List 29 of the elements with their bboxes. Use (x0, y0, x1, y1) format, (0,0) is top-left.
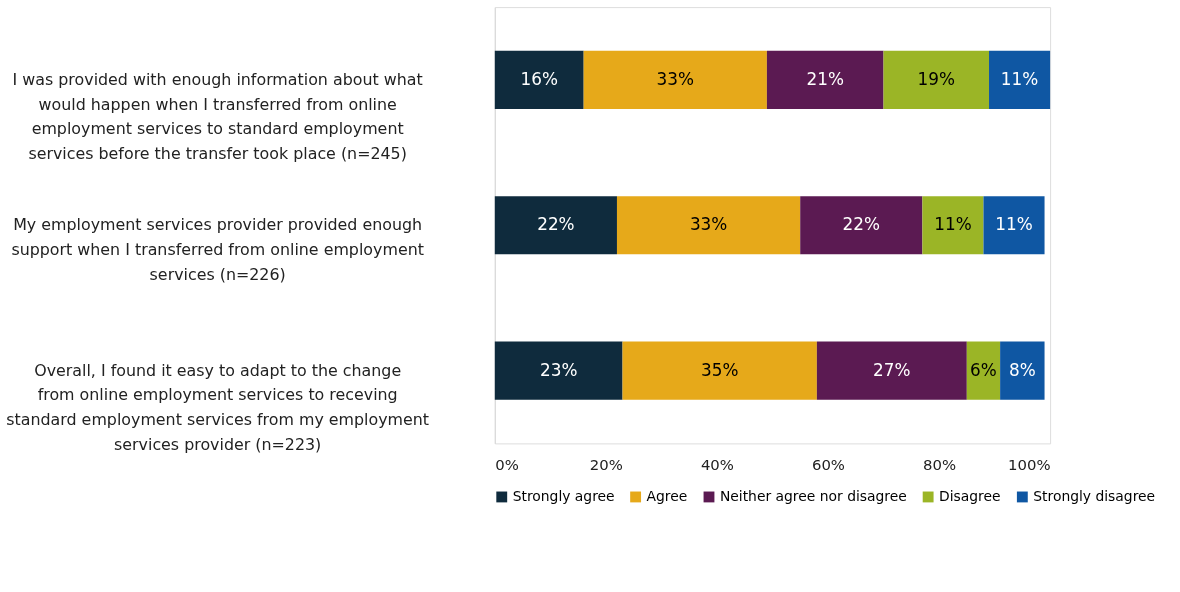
legend-label: Disagree (939, 487, 1001, 504)
data-label: 11% (934, 214, 972, 235)
y-tick-label: Overall, I found it easy to adapt to the change from online employment services to receving standard employment services from my employment services provider (n=223) (6, 360, 430, 455)
data-label: 33% (656, 68, 694, 89)
data-label: 21% (806, 68, 844, 89)
legend-label: Agree (646, 487, 688, 504)
data-label: 27% (873, 359, 911, 380)
data-label: 22% (537, 214, 575, 235)
data-label: 19% (917, 68, 955, 89)
data-label: 11% (995, 214, 1033, 235)
y-tick-label: My employment services provider provided enough support when I transferred from online employment services (n=226) (11, 215, 424, 284)
data-label: 22% (842, 214, 881, 235)
x-tick-label: 20% (589, 455, 623, 474)
x-tick-label: 80% (923, 455, 957, 474)
x-tick-label: 60% (811, 455, 845, 474)
data-label: 35% (700, 359, 739, 380)
legend-label: Strongly agree (512, 487, 615, 504)
x-tick-label: 100% (1008, 455, 1051, 474)
y-tick-label: I was provided with enough information about what would happen when I transferred from online employment services to standard employment services before the transfer took place (n=245) (12, 69, 423, 164)
data-label: 11% (1000, 68, 1039, 89)
x-tick-label: 0% (495, 455, 519, 474)
data-label: 16% (520, 68, 558, 89)
data-label: 33% (689, 214, 728, 235)
data-label: 23% (539, 359, 578, 380)
x-tick-label: 40% (700, 455, 734, 474)
legend-label: Neither agree nor disagree (719, 487, 907, 504)
legend-label: Strongly disagree (1033, 487, 1156, 504)
data-label: 6% (970, 359, 997, 380)
data-label: 8% (1008, 359, 1036, 380)
